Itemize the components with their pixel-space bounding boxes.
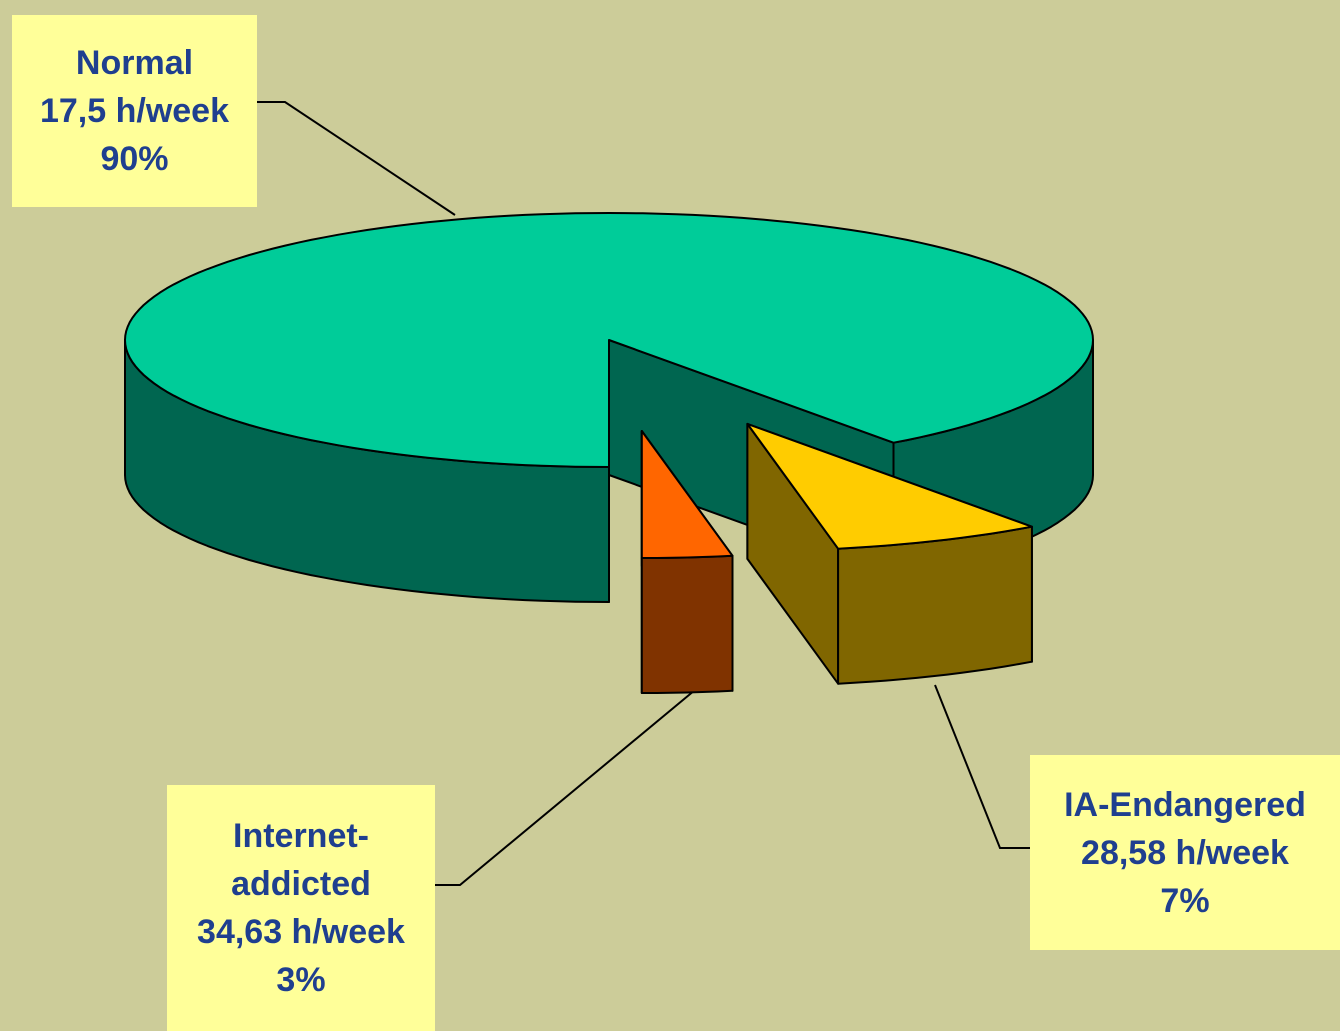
- pie: [124, 212, 1094, 694]
- label-box: Normal 17,5 h/week 90%: [12, 15, 257, 207]
- slice-top: [640, 430, 734, 559]
- hours-label: 17,5 h/week: [39, 92, 229, 130]
- label-box: Internet-addicted 34,63 h/week 3%: [167, 785, 435, 1031]
- value-label: 7%: [1160, 881, 1210, 920]
- leader-line: [257, 101, 456, 216]
- slice-top: [124, 212, 1094, 468]
- slice-side: [837, 525, 1033, 685]
- leader-line: [934, 684, 1030, 849]
- slice-side: [640, 554, 734, 694]
- hours-label: 28,58 h/week: [1081, 833, 1289, 872]
- slice-top: [746, 422, 1033, 550]
- label-box: IA-Endangered 28,58 h/week 7%: [1030, 755, 1340, 950]
- value-label: 90%: [100, 140, 169, 178]
- category-label: IA-Endangered: [1064, 785, 1306, 824]
- hours-label: 34,63 h/week: [197, 913, 405, 951]
- category-label: Normal: [75, 44, 194, 82]
- category-label: Internet-addicted: [231, 817, 371, 903]
- value-label: 3%: [276, 961, 326, 999]
- leader-line: [435, 689, 696, 886]
